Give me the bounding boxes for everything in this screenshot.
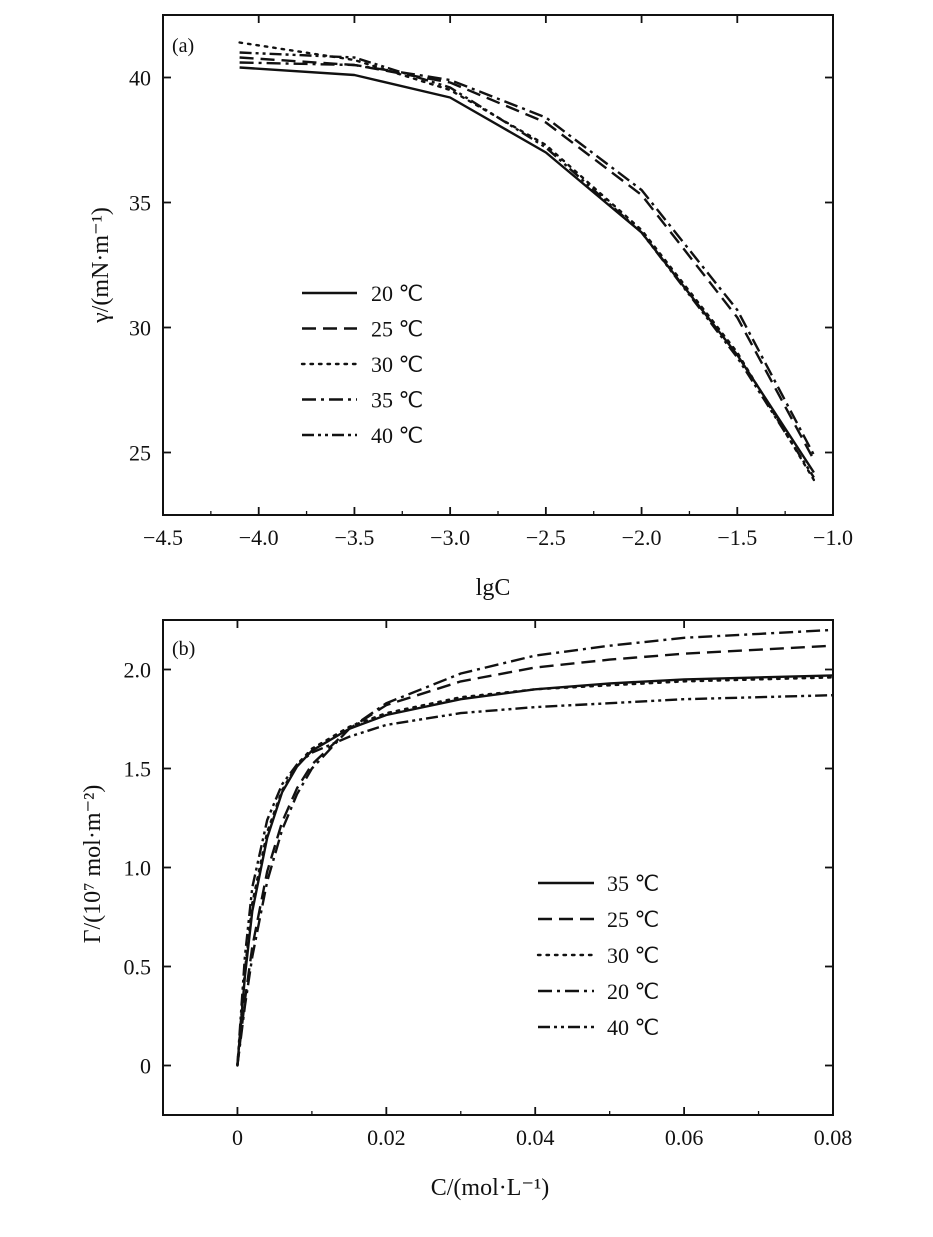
legend-label: 25 ℃ [607, 907, 659, 932]
y-tick-label: 0 [140, 1054, 151, 1079]
y-tick-label: 1.5 [124, 757, 152, 782]
plot-frame [162, 14, 834, 516]
series-line-1 [236, 644, 834, 1066]
x-tick-label: 0.04 [516, 1125, 555, 1150]
series-line-4 [236, 694, 834, 1066]
series-line-0 [239, 66, 815, 474]
x-tick-label: −4.5 [143, 525, 183, 550]
panel-a: −4.5 −4.0 −3.5 −3.0 −2.5 −2.0 −1.5 −1.0 25 30 35 40… [88, 14, 853, 601]
legend-label: 35 ℃ [371, 388, 423, 413]
x-axis-title: C/(mol·L⁻¹) [431, 1175, 550, 1201]
y-tick-label: 2.0 [124, 658, 152, 683]
legend: 20 ℃ 25 ℃ 30 ℃ 35 ℃ 40 ℃ [300, 281, 423, 448]
x-tick-label: −1.0 [813, 525, 853, 550]
panel-label: (b) [172, 638, 195, 660]
series-line-2 [238, 41, 816, 482]
series-line-4 [239, 51, 815, 479]
legend: 35 ℃ 25 ℃ 30 ℃ 20 ℃ 40 ℃ [536, 871, 659, 1040]
y-tick-label: 35 [129, 191, 151, 216]
x-tick-label: 0 [232, 1125, 243, 1150]
y-axis-title: Γ/(10⁷ mol·m⁻²) [80, 785, 106, 944]
series-line-0 [236, 674, 834, 1066]
y-tick-label: 40 [129, 66, 151, 91]
series-line-1 [239, 56, 815, 461]
y-tick-label: 25 [129, 441, 151, 466]
series-line-3 [236, 628, 834, 1066]
legend-label: 20 ℃ [607, 979, 659, 1004]
series-line-3 [239, 61, 815, 456]
x-tick-label: −2.5 [526, 525, 566, 550]
x-tick-label: −4.0 [239, 525, 279, 550]
x-tick-label: −2.0 [622, 525, 662, 550]
x-tick-label: −3.5 [334, 525, 374, 550]
x-tick-label: −3.0 [430, 525, 470, 550]
y-tick-label: 1.0 [124, 856, 152, 881]
legend-label: 40 ℃ [371, 423, 423, 448]
series-line-2 [236, 676, 835, 1067]
panel-label: (a) [172, 35, 194, 57]
legend-label: 25 ℃ [371, 317, 423, 342]
legend-label: 30 ℃ [371, 352, 423, 377]
legend-label: 20 ℃ [371, 281, 423, 306]
panel-b: 0 0.02 0.04 0.06 0.08 0 0.5 1.0 1.5 2.0 C/(mol·L⁻¹… [80, 619, 853, 1201]
x-tick-label: 0.08 [814, 1125, 853, 1150]
legend-label: 30 ℃ [607, 943, 659, 968]
y-tick-label: 30 [129, 316, 151, 341]
x-tick-label: 0.02 [367, 1125, 406, 1150]
y-axis-title: γ/(mN·m⁻¹) [88, 207, 114, 324]
x-axis-title: lgC [476, 575, 511, 601]
legend-label: 35 ℃ [607, 871, 659, 896]
x-tick-label: 0.06 [665, 1125, 704, 1150]
x-tick-label: −1.5 [717, 525, 757, 550]
legend-label: 40 ℃ [607, 1015, 659, 1040]
y-tick-label: 0.5 [124, 955, 152, 980]
